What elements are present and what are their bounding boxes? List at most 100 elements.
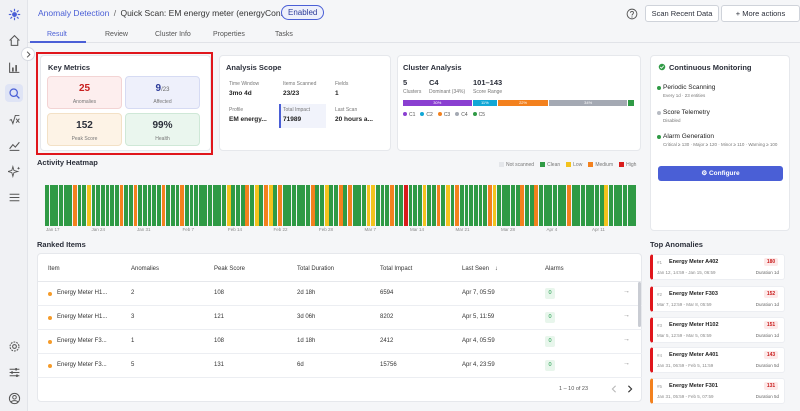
heatmap-cell[interactable] (497, 185, 502, 226)
table-row[interactable]: Energy Meter H1... 2 108 2d 18h 6594 Apr 7, 0… (37, 282, 642, 306)
heatmap-cell[interactable] (105, 185, 110, 226)
row-open-arrow-icon[interactable]: → (623, 360, 630, 367)
heatmap-cell[interactable] (226, 185, 231, 226)
heatmap-cell[interactable] (301, 185, 306, 226)
heatmap-cell[interactable] (581, 185, 585, 226)
heatmap-cell[interactable] (501, 185, 506, 226)
heatmap-cell[interactable] (296, 185, 301, 226)
heatmap-cell[interactable] (520, 185, 525, 226)
column-header-last-seen[interactable]: Last Seen ↓ (462, 266, 498, 272)
heatmap-cell[interactable] (464, 185, 469, 226)
heatmap-cell[interactable] (613, 185, 618, 226)
heatmap-cell[interactable] (245, 185, 250, 226)
anomaly-card[interactable]: #3 Energy Meter H102 Mar 5, 12:59 - Mar 5,… (650, 317, 785, 343)
heatmap-cell[interactable] (54, 185, 59, 226)
heatmap-cell[interactable] (403, 185, 408, 226)
heatmap-cell[interactable] (231, 185, 236, 226)
table-row[interactable]: Energy Meter F3... 1 108 1d 18h 2412 Apr 4, 0… (37, 330, 642, 354)
heatmap-cell[interactable] (609, 185, 613, 226)
heatmap-cell[interactable] (469, 185, 474, 226)
configure-button[interactable]: ⚙ Configure (658, 166, 783, 181)
heatmap-cell[interactable] (347, 185, 352, 226)
heatmap-cell[interactable] (194, 185, 199, 226)
heatmap-cell[interactable] (525, 185, 529, 226)
heatmap-cell[interactable] (427, 185, 432, 226)
heatmap-cell[interactable] (259, 185, 264, 226)
heatmap-cell[interactable] (361, 185, 366, 226)
heatmap-cell[interactable] (278, 185, 282, 226)
tab-result[interactable]: Result (47, 31, 67, 38)
table-scrollbar[interactable] (638, 282, 641, 327)
heatmap-cell[interactable] (511, 185, 515, 226)
heatmap-cell[interactable] (534, 185, 539, 226)
heatmap-cell[interactable] (68, 185, 73, 226)
heatmap-cell[interactable] (306, 185, 310, 226)
heatmap-cell[interactable] (487, 185, 492, 226)
heatmap-cell[interactable] (180, 185, 185, 226)
column-header[interactable]: Peak Score (214, 266, 246, 272)
heatmap-cell[interactable] (632, 185, 637, 226)
scan-recent-data-button[interactable]: Scan Recent Data (645, 5, 719, 22)
anomaly-card[interactable]: #5 Energy Meter F301 Jan 31, 05:59 - Feb 5… (650, 378, 785, 404)
tab-properties[interactable]: Properties (213, 31, 245, 38)
anomaly-card[interactable]: #1 Energy Meter A402 Jan 12, 14:59 - Jan 1… (650, 254, 785, 280)
heatmap-cell[interactable] (436, 185, 441, 226)
heatmap-cell[interactable] (45, 185, 49, 226)
heatmap-cell[interactable] (91, 185, 96, 226)
heatmap-cell[interactable] (562, 185, 567, 226)
heatmap-cell[interactable] (389, 185, 394, 226)
heatmap-cell[interactable] (371, 185, 376, 226)
heatmap-cell[interactable] (324, 185, 329, 226)
help-icon[interactable] (626, 8, 638, 20)
heatmap-cell[interactable] (473, 185, 478, 226)
heatmap-cell[interactable] (585, 185, 590, 226)
heatmap-cell[interactable] (380, 185, 385, 226)
heatmap-cell[interactable] (72, 185, 77, 226)
heatmap-cell[interactable] (208, 185, 212, 226)
heatmap-cell[interactable] (63, 185, 68, 226)
heatmap-cell[interactable] (240, 185, 245, 226)
heatmap-cell[interactable] (100, 185, 105, 226)
heatmap-cell[interactable] (264, 185, 268, 226)
column-header[interactable]: Anomalies (131, 266, 160, 272)
heatmap-cell[interactable] (394, 185, 399, 226)
app-logo-icon[interactable] (5, 5, 23, 23)
heatmap-cell[interactable] (357, 185, 362, 226)
heatmap-cell[interactable] (58, 185, 63, 226)
heatmap-cell[interactable] (250, 185, 254, 226)
anomaly-card[interactable]: #2 Energy Meter F303 Mar 7, 12:59 - Mar 8,… (650, 286, 785, 312)
row-open-arrow-icon[interactable]: → (623, 288, 630, 295)
heatmap-cell[interactable] (334, 185, 338, 226)
heatmap-cell[interactable] (478, 185, 483, 226)
heatmap-cell[interactable] (96, 185, 101, 226)
user-account-icon[interactable] (5, 389, 23, 407)
heatmap-cell[interactable] (413, 185, 418, 226)
heatmap-cell[interactable] (571, 185, 576, 226)
sparkle-icon[interactable] (5, 162, 23, 180)
heatmap-cell[interactable] (287, 185, 292, 226)
bar-chart-icon[interactable] (5, 58, 23, 76)
column-header[interactable]: Total Duration (297, 266, 335, 272)
heatmap-cell[interactable] (627, 185, 632, 226)
heatmap-cell[interactable] (236, 185, 240, 226)
heatmap-cell[interactable] (576, 185, 581, 226)
heatmap-cell[interactable] (49, 185, 54, 226)
heatmap-cell[interactable] (483, 185, 488, 226)
heatmap-cell[interactable] (375, 185, 380, 226)
heatmap-cell[interactable] (553, 185, 557, 226)
heatmap-cell[interactable] (455, 185, 460, 226)
heatmap-cell[interactable] (114, 185, 119, 226)
heatmap-cell[interactable] (329, 185, 334, 226)
heatmap-cell[interactable] (198, 185, 203, 226)
heatmap-cell[interactable] (445, 185, 450, 226)
heatmap-cell[interactable] (292, 185, 296, 226)
heatmap-cell[interactable] (203, 185, 208, 226)
breadcrumb-root[interactable]: Anomaly Detection (38, 8, 110, 18)
prev-page-icon[interactable] (610, 385, 618, 393)
table-row[interactable]: Energy Meter F3... 5 131 6d 15756 Apr 4, 23:5… (37, 354, 642, 378)
column-header[interactable]: Item (48, 266, 60, 272)
table-row[interactable]: Energy Meter H1... 3 121 3d 06h 8202 Apr 5, 1… (37, 306, 642, 330)
heatmap-cell[interactable] (110, 185, 115, 226)
heatmap-cell[interactable] (506, 185, 511, 226)
heatmap-cell[interactable] (450, 185, 455, 226)
